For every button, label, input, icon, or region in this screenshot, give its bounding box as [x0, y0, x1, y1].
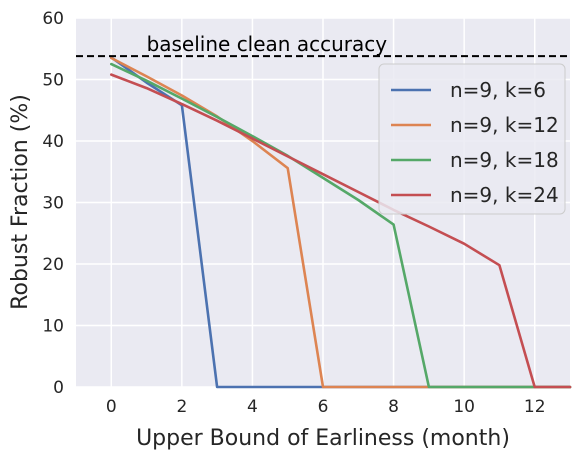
tick-labels: 0 2 4 6 8 10 12 0 10 20 30 40 50 60	[42, 9, 545, 417]
series-line-3	[110, 62, 572, 389]
legend-label: n=9, k=12	[450, 113, 559, 137]
x-tick-label: 10	[453, 397, 475, 417]
x-tick-label: 8	[388, 397, 399, 417]
x-axis-label: Upper Bound of Earliness (month)	[136, 426, 510, 451]
legend: n=9, k=6 n=9, k=12 n=9, k=18 n=9, k=24	[378, 63, 566, 215]
legend-label: n=9, k=24	[450, 183, 559, 207]
series-lines	[110, 56, 572, 389]
y-tick-label: 10	[42, 317, 64, 337]
y-tick-label: 40	[42, 132, 64, 152]
legend-box	[378, 63, 566, 215]
y-tick-label: 30	[42, 194, 64, 214]
series-line-4	[110, 73, 572, 389]
y-tick-label: 0	[53, 378, 64, 398]
legend-label: n=9, k=6	[450, 78, 546, 102]
x-tick-label: 0	[106, 397, 117, 417]
y-tick-label: 60	[42, 9, 64, 29]
x-tick-label: 2	[176, 397, 187, 417]
legend-label: n=9, k=18	[450, 148, 559, 172]
x-tick-label: 4	[247, 397, 258, 417]
x-tick-label: 6	[318, 397, 329, 417]
y-axis-label: Robust Fraction (%)	[8, 94, 33, 310]
y-tick-label: 20	[42, 255, 64, 275]
baseline-label: baseline clean accuracy	[147, 32, 388, 56]
x-tick-label: 12	[524, 397, 546, 417]
y-tick-label: 50	[42, 71, 64, 91]
